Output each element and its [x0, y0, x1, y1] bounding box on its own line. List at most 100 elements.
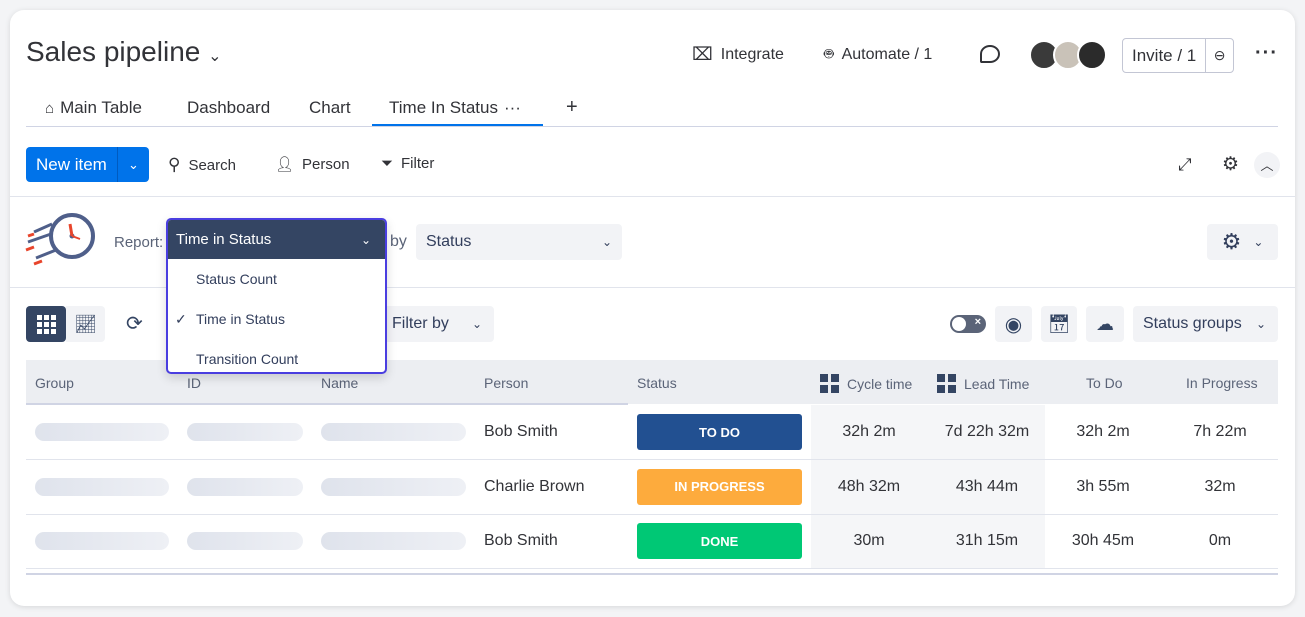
column-header-status[interactable]: Status [637, 375, 677, 391]
chevron-down-icon[interactable]: ⌄ [208, 48, 222, 65]
date-range-button[interactable]: 📅︎ [1041, 306, 1077, 342]
export-button[interactable]: ☁︎ [1086, 306, 1124, 342]
report-type-dropdown[interactable]: Time in Status ⌄ Status Count ✓ Time in St… [166, 218, 387, 374]
link-icon[interactable]: ⊖ [1213, 47, 1226, 63]
integrate-label: Integrate [720, 45, 784, 63]
avatar[interactable] [1077, 40, 1107, 70]
search-icon: ⚲ [168, 155, 181, 174]
person-button[interactable]: 👤︎ Person [275, 155, 350, 174]
invite-label: Invite / 1 [1123, 39, 1207, 72]
more-icon[interactable]: ··· [503, 98, 521, 117]
to-do-cell: 30h 45m [1071, 532, 1135, 549]
report-type-select[interactable]: Time in Status ⌄ [168, 220, 385, 259]
chevron-down-icon[interactable]: ⌄ [127, 156, 139, 172]
chevron-down-icon: ⌄ [1255, 317, 1266, 331]
chart-view-button[interactable]: 📈︎ [66, 306, 105, 342]
option-label: Status Count [196, 271, 277, 287]
chevron-down-icon: ⌄ [360, 232, 371, 247]
column-header-name[interactable]: Name [321, 375, 359, 391]
avatars[interactable] [1029, 40, 1107, 70]
more-icon[interactable]: ··· [1255, 42, 1278, 64]
refresh-icon[interactable]: ⟳ [126, 313, 143, 335]
board-title-text: Sales pipeline [26, 36, 201, 67]
drag-handle-icon[interactable] [937, 374, 956, 393]
report-type-value: Time in Status [176, 231, 272, 248]
filter-icon: ⏷ [381, 155, 394, 172]
column-header-to-do[interactable]: To Do [1086, 375, 1123, 391]
new-item-button[interactable]: New item ⌄ [26, 147, 149, 182]
group-placeholder [35, 423, 169, 441]
table-view-button[interactable] [26, 306, 66, 342]
new-item-label[interactable]: New item [26, 147, 118, 182]
name-placeholder [321, 423, 466, 441]
visibility-button[interactable]: ◉ [995, 306, 1032, 342]
in-progress-cell: 0m [1208, 532, 1232, 549]
person-cell[interactable]: Bob Smith [484, 423, 558, 440]
filter-label: Filter [401, 155, 435, 172]
toggle-switch[interactable]: × [950, 315, 986, 333]
column-header-lead-time[interactable]: Lead Time [937, 374, 1029, 393]
gear-icon: ⚙ [1221, 229, 1242, 254]
dropdown-option-time-in-status[interactable]: ✓ Time in Status [168, 299, 385, 339]
person-label: Person [302, 155, 350, 173]
tab-chart[interactable]: Chart [309, 98, 351, 118]
invite-button[interactable]: Invite / 1 ⊖ [1122, 38, 1234, 73]
id-placeholder [187, 532, 303, 550]
table-bottom-border [26, 573, 1278, 575]
person-icon: 👤︎ [275, 156, 295, 173]
chevron-down-icon: ⌄ [601, 235, 612, 249]
cycle-time-cell: 48h 32m [837, 477, 901, 495]
status-pill[interactable]: IN PROGRESS [637, 468, 802, 505]
column-header-label: Cycle time [847, 375, 913, 392]
toggle-knob [952, 317, 966, 331]
drag-handle-icon[interactable] [820, 374, 839, 393]
table-row[interactable] [26, 405, 1278, 460]
column-header-group[interactable]: Group [35, 375, 74, 391]
home-icon: ⌂ [45, 99, 55, 117]
grid-icon [36, 314, 56, 334]
to-do-cell: 32h 2m [1076, 423, 1130, 440]
automate-button[interactable]: 🤖︎ Automate / 1 [824, 44, 932, 66]
settings-icon[interactable]: ⚙ [1222, 154, 1240, 175]
filter-button[interactable]: ⏷ Filter [381, 155, 434, 172]
group-by-select[interactable]: Status ⌄ [416, 224, 622, 260]
dropdown-option-transition-count[interactable]: Transition Count [168, 339, 385, 372]
board-title[interactable]: Sales pipeline ⌄ [26, 36, 222, 68]
search-button[interactable]: ⚲ Search [168, 155, 236, 175]
tab-dashboard[interactable]: Dashboard [187, 98, 270, 118]
by-label: by [390, 233, 407, 250]
column-header-person[interactable]: Person [484, 375, 529, 391]
status-pill[interactable]: TO DO [637, 414, 802, 450]
column-header-in-progress[interactable]: In Progress [1186, 375, 1258, 391]
status-groups-select[interactable]: Status groups ⌄ [1133, 306, 1278, 342]
column-header-id[interactable]: ID [187, 375, 201, 391]
status-pill[interactable]: DONE [637, 523, 802, 559]
table-row[interactable] [26, 460, 1278, 515]
id-placeholder [187, 477, 303, 496]
fullscreen-icon[interactable]: ⤢ [1178, 155, 1192, 174]
filter-by-label: Filter by [392, 315, 449, 332]
column-header-cycle-time[interactable]: Cycle time [820, 374, 912, 393]
person-cell[interactable]: Bob Smith [484, 532, 558, 549]
in-progress-cell: 32m [1204, 477, 1236, 495]
option-label: Transition Count [196, 351, 299, 367]
name-placeholder [321, 477, 466, 496]
table-row[interactable] [26, 514, 1278, 569]
chevron-down-icon: ⌄ [1253, 235, 1264, 249]
active-tab-indicator [372, 124, 543, 126]
add-tab-button[interactable]: + [566, 96, 578, 118]
tab-main-table[interactable]: ⌂ Main Table [45, 98, 142, 118]
divider [10, 196, 1295, 197]
integrate-button[interactable]: ⌧ Integrate [692, 44, 784, 65]
person-cell[interactable]: Charlie Brown [484, 477, 585, 495]
eye-icon: ◉ [1004, 313, 1023, 336]
in-progress-cell: 7h 22m [1193, 423, 1247, 440]
report-settings-button[interactable]: ⚙ ⌄ [1207, 224, 1278, 260]
collapse-icon[interactable]: ︿ [1254, 152, 1280, 178]
dropdown-option-status-count[interactable]: Status Count [168, 259, 385, 299]
comment-icon[interactable] [980, 45, 1000, 63]
option-label: Time in Status [196, 311, 285, 327]
tab-time-in-status[interactable]: Time In Status ··· [389, 98, 521, 118]
tab-label: Main Table [60, 98, 142, 117]
filter-by-select[interactable]: Filter by ⌄ [380, 306, 494, 342]
